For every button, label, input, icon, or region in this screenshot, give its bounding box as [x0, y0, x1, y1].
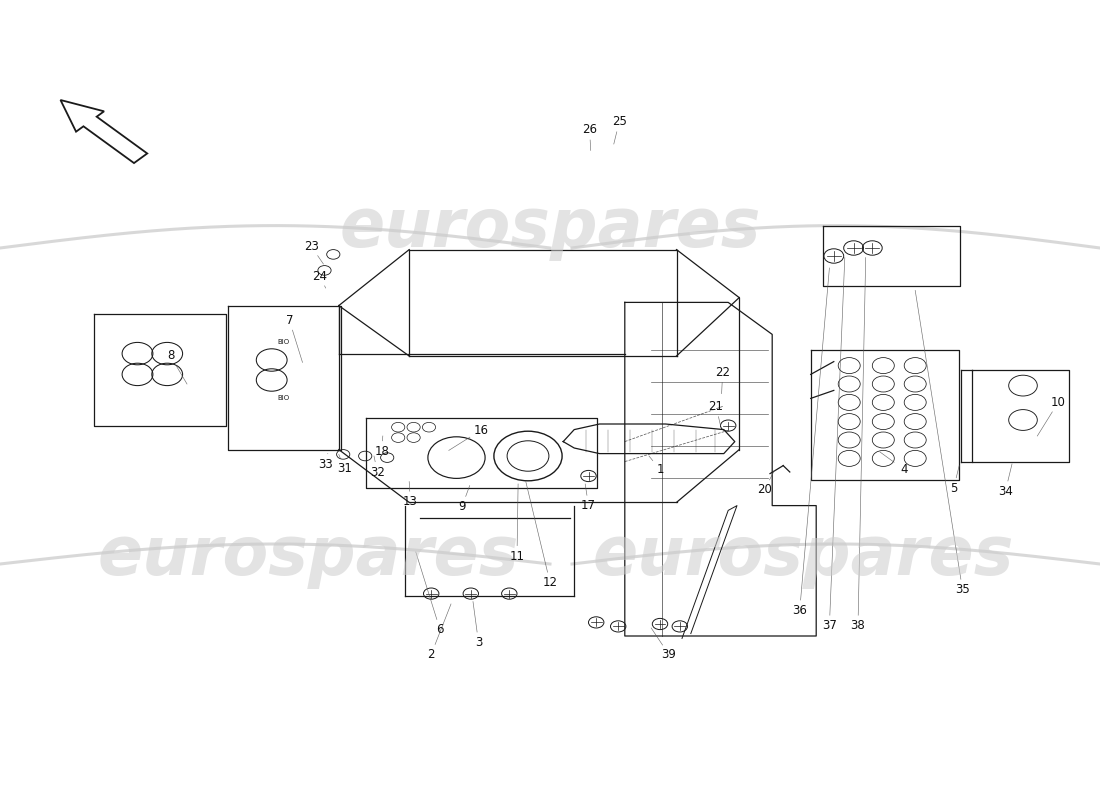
Text: 21: 21: [708, 400, 724, 413]
Text: eurospares: eurospares: [97, 523, 519, 589]
Text: 38: 38: [850, 619, 866, 632]
Text: 16: 16: [473, 424, 488, 437]
Text: 11: 11: [509, 550, 525, 562]
Text: 18: 18: [374, 445, 389, 458]
Text: 39: 39: [661, 648, 676, 661]
Text: 31: 31: [337, 462, 352, 475]
Text: 35: 35: [955, 583, 970, 596]
Text: 8: 8: [167, 350, 174, 362]
Text: 20: 20: [757, 483, 772, 496]
Text: 9: 9: [459, 500, 465, 513]
Text: 32: 32: [370, 466, 385, 478]
Text: 26: 26: [582, 123, 597, 136]
Text: 3: 3: [475, 636, 482, 649]
Text: 24: 24: [312, 270, 328, 282]
Text: 34: 34: [998, 485, 1013, 498]
Text: 22: 22: [715, 366, 730, 378]
Text: 1: 1: [657, 463, 663, 476]
Text: 37: 37: [822, 619, 837, 632]
Text: 6: 6: [437, 623, 443, 636]
Text: 10: 10: [1050, 396, 1066, 409]
Text: 5: 5: [950, 482, 957, 494]
Text: eurospares: eurospares: [339, 195, 761, 261]
Text: 17: 17: [581, 499, 596, 512]
Text: 25: 25: [612, 115, 627, 128]
Text: BIO: BIO: [277, 395, 290, 402]
Text: 36: 36: [792, 604, 807, 617]
Text: 2: 2: [428, 648, 435, 661]
Text: 33: 33: [318, 458, 333, 470]
Text: 4: 4: [901, 463, 908, 476]
Text: 12: 12: [542, 576, 558, 589]
Text: 7: 7: [286, 314, 293, 326]
Text: 13: 13: [403, 495, 418, 508]
Text: BIO: BIO: [277, 339, 290, 346]
Text: eurospares: eurospares: [592, 523, 1014, 589]
Text: 23: 23: [304, 240, 319, 253]
